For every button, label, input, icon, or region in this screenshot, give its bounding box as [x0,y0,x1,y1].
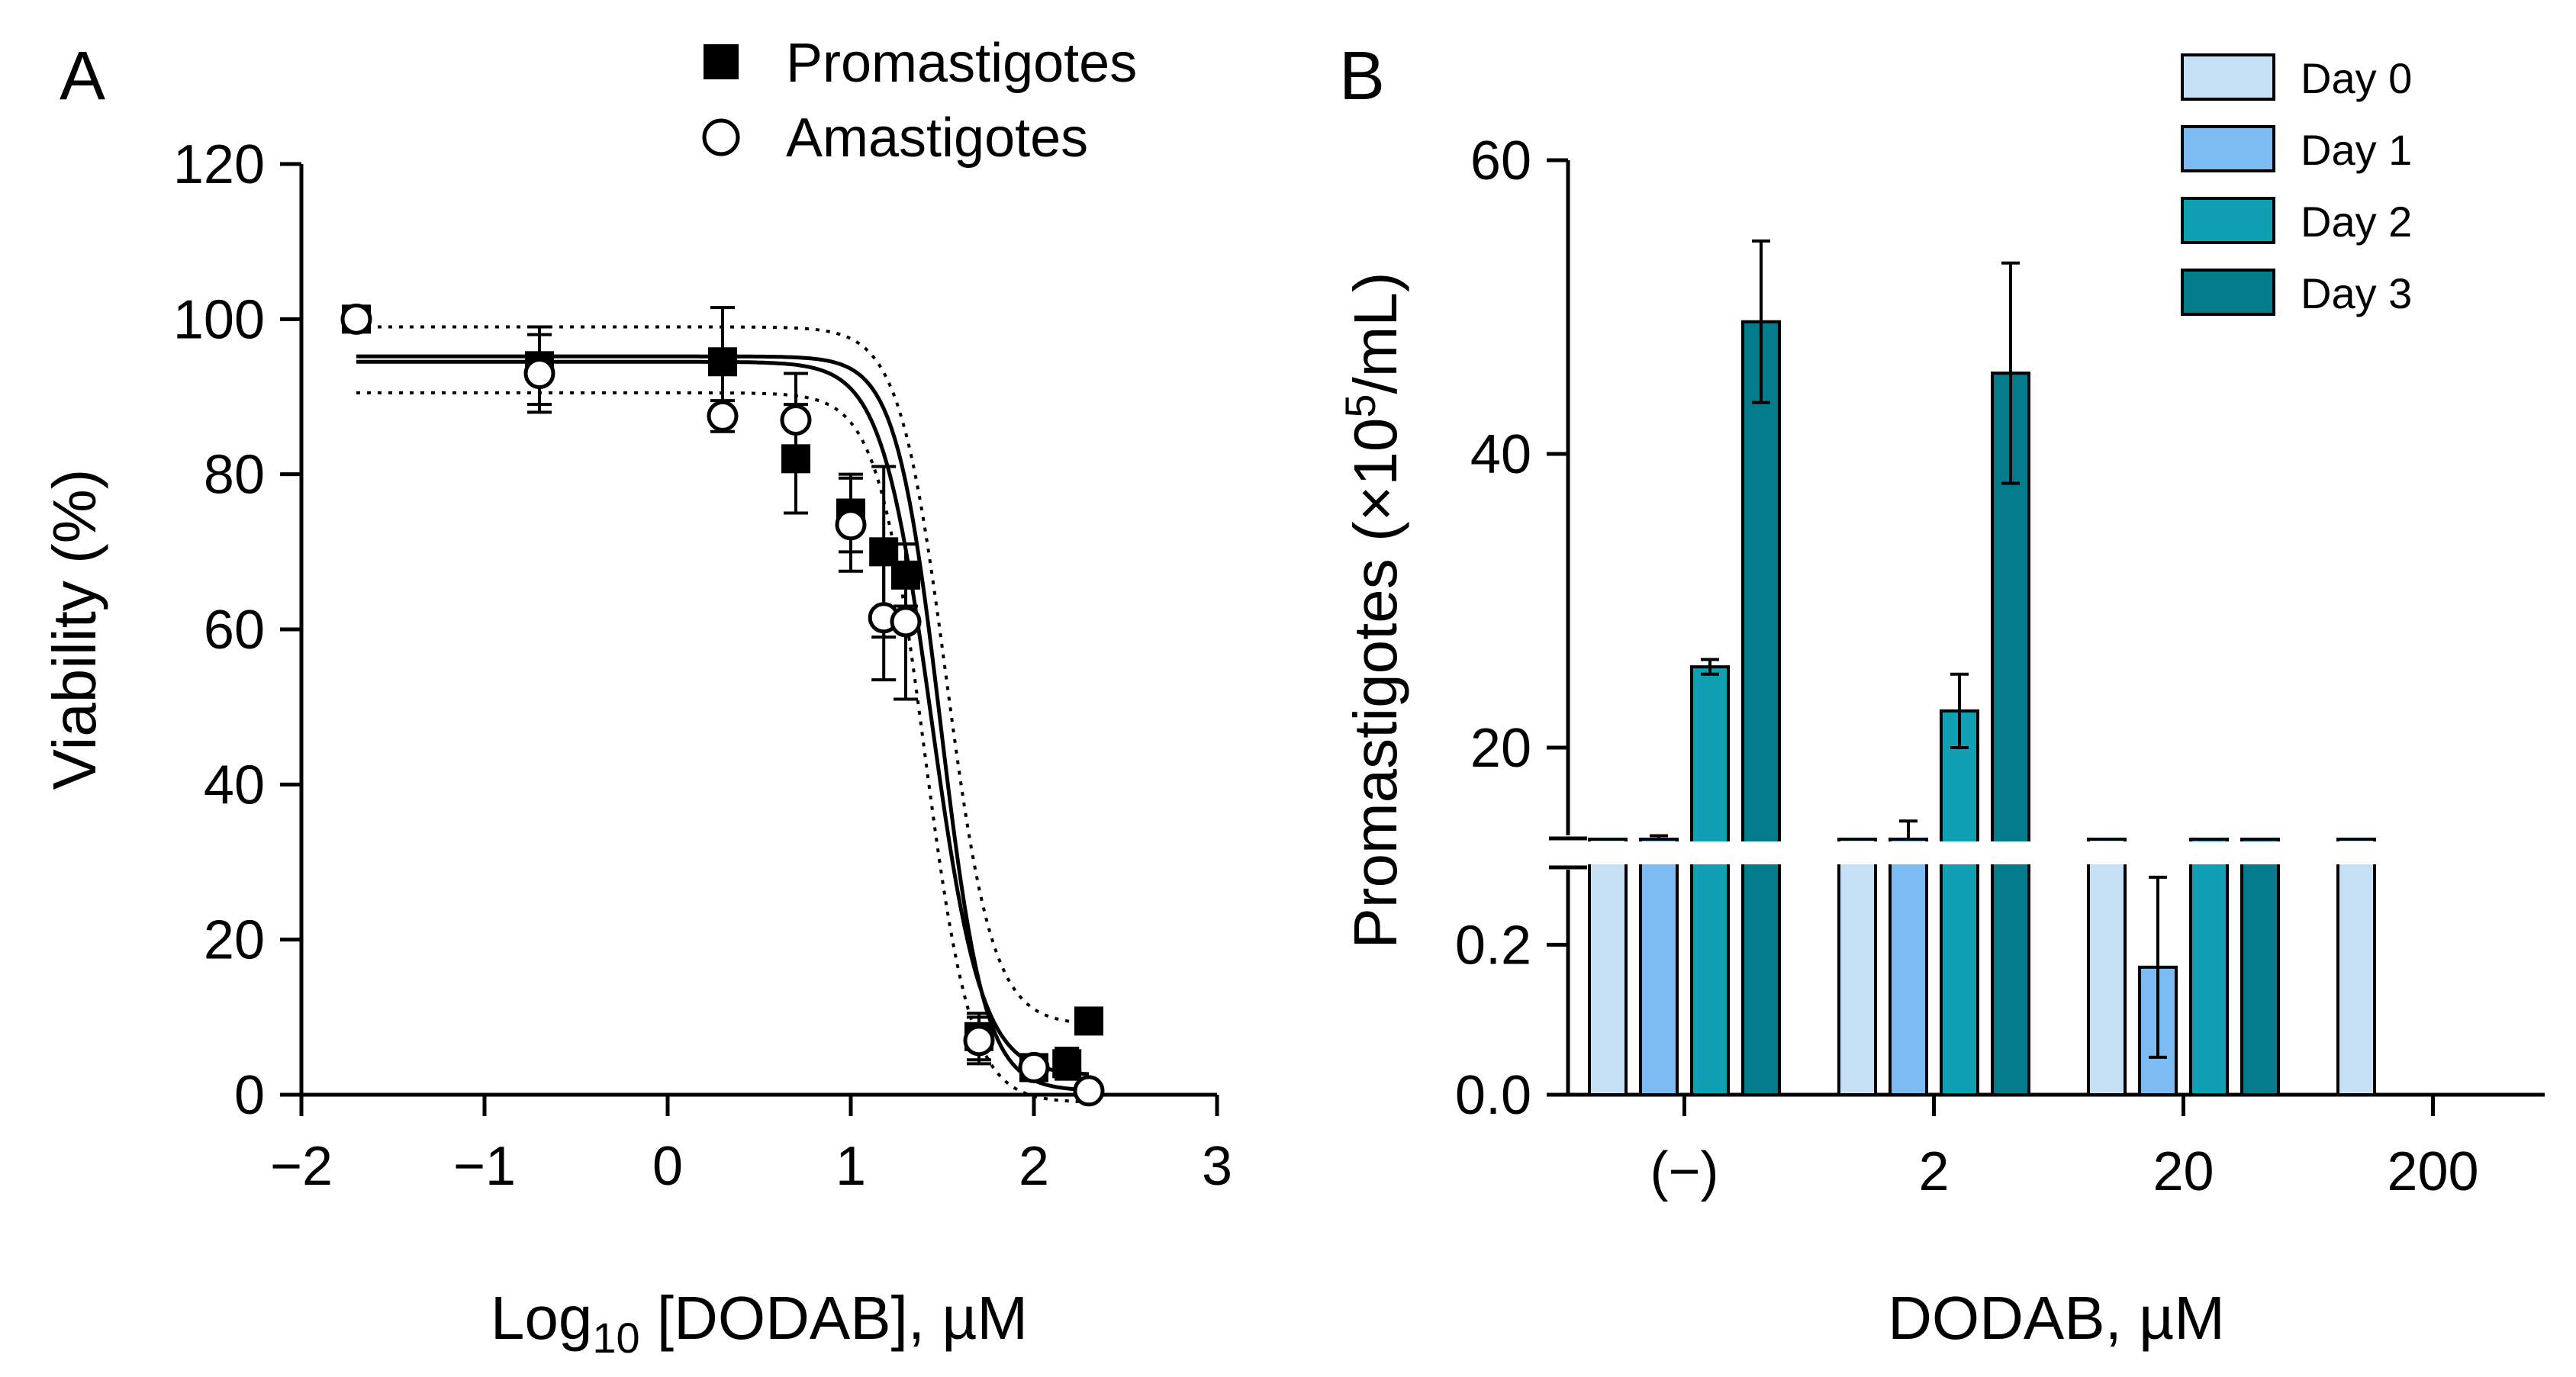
legend-label-day-3: Day 3 [2301,269,2412,317]
amastigotes-point [340,303,372,335]
fit-curve [356,354,1090,1092]
x-tick-label: 0 [652,1136,683,1197]
y-tick-label: 0.0 [1455,1065,1531,1126]
panel-b-y-label-superscript: 5 [1336,394,1384,417]
x-tick-label: 3 [1202,1136,1232,1197]
y-tick-label: 60 [204,600,265,661]
panel-a-legend: Promastigotes Amastigotes [702,33,1137,169]
confidence-band-curve [356,391,1090,1104]
fit-curve [356,359,1090,1076]
y-tick-label: 120 [173,134,265,195]
panel-b-y-label-rest: /mL) [1341,272,1409,394]
promastigotes-point [891,560,920,590]
bar-day-1 [1889,838,1928,1096]
panel-b-y-label: Promastigotes (×105/mL) [1336,272,1409,948]
amastigotes-point [707,400,739,432]
y-tick-label: 40 [204,754,265,816]
panel-a-x-label-rest: [DODAB], µM [640,1284,1028,1352]
panel-b: B 20 40 60 0.0 0.2 (−) 2 20 200 Promastigotes (… [1336,38,2545,1352]
panel-b-axis-break [1549,841,2388,864]
y-tick-label: 80 [204,445,265,506]
bar-day-0 [1588,838,1628,1096]
panel-a-fit-curves [356,325,1090,1104]
amastigotes-point [780,404,812,436]
legend-promastigotes-label: Promastigotes [786,33,1137,94]
bar-day-3 [2240,838,2280,1096]
amastigotes-point [1018,1051,1050,1083]
panel-a-letter: A [60,38,105,114]
x-tick-label: 2 [1918,1141,1949,1202]
panel-a-x-ticks: −2 −1 0 1 2 3 [270,1095,1232,1197]
bar-day-3 [1991,372,2030,1096]
amastigotes-point [963,1025,995,1057]
bar-day-2 [2189,838,2229,1096]
x-tick-label: 20 [2153,1141,2214,1202]
panel-a-data-points [340,303,1105,1107]
y-tick-label: 100 [173,289,265,350]
legend-promastigotes-marker [704,44,739,79]
amastigotes-point [890,606,922,638]
panel-b-x-ticks: (−) 2 20 200 [1650,1095,2479,1202]
y-tick-label: 40 [1470,424,1531,485]
legend-label-day-2: Day 2 [2301,198,2412,246]
y-tick-label: 20 [1470,718,1531,779]
panel-b-bars [1588,239,2376,1097]
bar-day-2 [1940,709,1979,1096]
panel-a: A 0 20 40 60 80 100 120 −2 −1 0 1 2 3 Viability (%)… [40,33,1232,1362]
bar-day-2 [1690,665,1730,1096]
bar-day-0 [2087,838,2127,1096]
bar-day-1 [1639,838,1679,1096]
panel-b-legend: Day 0 Day 1 Day 2 Day 3 [2181,53,2412,317]
bar-day-0 [2336,838,2376,1096]
x-tick-label: 2 [1019,1136,1049,1197]
amastigotes-point [1073,1075,1105,1107]
y-tick-label: 20 [204,910,265,971]
x-tick-label: −1 [453,1136,516,1197]
panel-b-y-label-main: Promastigotes (×10 [1341,418,1409,949]
promastigotes-point [708,347,737,377]
panel-a-x-label-main: Log [491,1284,592,1352]
legend-swatch-day-0 [2181,53,2275,101]
panel-a-x-label: Log10 [DODAB], µM [491,1284,1028,1362]
x-tick-label: 200 [2387,1141,2478,1202]
promastigotes-point [1074,1006,1103,1036]
panel-a-y-label: Viability (%) [40,469,108,790]
bar-day-0 [1837,838,1877,1096]
panel-a-x-label-subscript: 10 [592,1314,639,1362]
panel-b-y-ticks: 20 40 60 0.0 0.2 [1455,130,1568,1126]
legend-label-day-1: Day 1 [2301,126,2412,174]
y-tick-label: 0 [234,1065,265,1126]
panel-b-letter: B [1339,38,1385,114]
amastigotes-point [523,358,555,389]
legend-amastigotes-label: Amastigotes [786,108,1088,169]
bar-day-3 [1741,320,1781,1096]
legend-swatch-day-2 [2181,197,2275,244]
promastigotes-point [781,444,810,474]
legend-swatch-day-1 [2181,125,2275,172]
promastigotes-point [1052,1049,1082,1079]
panel-a-y-ticks: 0 20 40 60 80 100 120 [173,134,301,1126]
legend-label-day-0: Day 0 [2301,54,2412,102]
legend-swatch-day-3 [2181,269,2275,316]
y-tick-label: 60 [1470,130,1531,191]
legend-amastigotes-marker [702,118,740,156]
x-tick-label: (−) [1650,1141,1719,1202]
y-tick-label: 0.2 [1455,915,1531,976]
panel-b-x-label: DODAB, µM [1888,1284,2225,1352]
x-tick-label: −2 [270,1136,333,1197]
x-tick-label: 1 [836,1136,866,1197]
amastigotes-point [835,509,867,541]
